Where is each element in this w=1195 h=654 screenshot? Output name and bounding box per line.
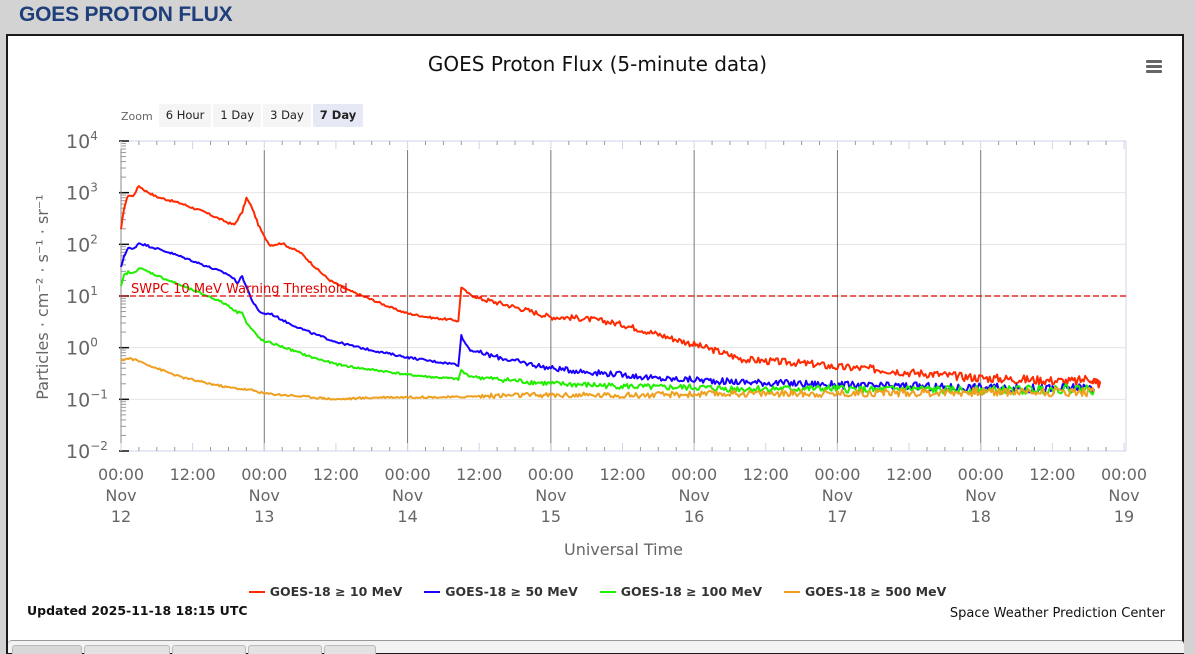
bottom-tab-strip [8, 640, 1184, 654]
x-tick-time-label: 00:00 [958, 465, 1004, 484]
legend-swatch-100mev [599, 590, 616, 593]
updated-timestamp: Updated 2025-11-18 18:15 UTC [27, 603, 248, 618]
y-tick-label: 101 [66, 284, 98, 308]
bottom-tab[interactable] [12, 645, 82, 654]
y-tick-label: 100 [66, 336, 98, 360]
bottom-tab[interactable] [248, 645, 322, 654]
x-tick-month-label: Nov [535, 486, 566, 505]
bottom-tab[interactable] [324, 645, 376, 654]
legend-label-50mev: GOES-18 ≥ 50 MeV [445, 584, 578, 599]
x-tick-month-label: Nov [105, 486, 136, 505]
x-tick-day-label: 13 [254, 507, 274, 526]
legend-item-500mev[interactable]: GOES-18 ≥ 500 MeV [784, 584, 946, 599]
x-tick-time-label: 12:00 [743, 465, 789, 484]
x-tick-time-label: 12:00 [599, 465, 645, 484]
credit-text: Space Weather Prediction Center [949, 606, 1165, 621]
x-tick-day-label: 15 [541, 507, 561, 526]
zoom-7-day-button[interactable]: 7 Day [312, 104, 364, 127]
series-line-goes-18-50-mev [120, 242, 1096, 394]
x-tick-time-label: 00:00 [385, 465, 431, 484]
x-tick-time-label: 12:00 [886, 465, 932, 484]
x-tick-time-label: 00:00 [1101, 465, 1147, 484]
zoom-bar: Zoom 6 Hour 1 Day 3 Day 7 Day [121, 104, 365, 127]
x-tick-month-label: Nov [1108, 486, 1139, 505]
zoom-6-hour-button[interactable]: 6 Hour [158, 104, 212, 127]
legend-label-100mev: GOES-18 ≥ 100 MeV [620, 584, 763, 599]
x-tick-month-label: Nov [249, 486, 280, 505]
x-tick-time-label: 12:00 [456, 465, 502, 484]
zoom-1-day-button[interactable]: 1 Day [213, 104, 262, 127]
x-tick-day-label: 16 [684, 507, 704, 526]
x-axis-title: Universal Time [564, 540, 683, 559]
y-axis-title: Particles · cm⁻² · s⁻¹ · sr⁻¹ [33, 194, 52, 399]
x-tick-time-label: 00:00 [814, 465, 860, 484]
legend-item-50mev[interactable]: GOES-18 ≥ 50 MeV [424, 584, 578, 599]
x-tick-day-label: 19 [1114, 507, 1134, 526]
x-tick-time-label: 12:00 [1029, 465, 1075, 484]
x-tick-time-label: 00:00 [98, 465, 144, 484]
legend-swatch-10mev [248, 590, 265, 593]
x-tick-month-label: Nov [392, 486, 423, 505]
y-tick-label: 10−1 [66, 387, 108, 411]
x-tick-day-label: 18 [971, 507, 991, 526]
x-tick-month-label: Nov [965, 486, 996, 505]
legend-item-100mev[interactable]: GOES-18 ≥ 100 MeV [599, 584, 763, 599]
y-tick-label: 10−2 [66, 439, 108, 463]
legend: GOES-18 ≥ 10 MeV GOES-18 ≥ 50 MeV GOES-1… [0, 584, 1195, 599]
x-tick-day-label: 17 [827, 507, 847, 526]
y-tick-label: 102 [66, 232, 98, 256]
y-tick-label: 103 [66, 181, 98, 205]
y-tick-label: 104 [66, 129, 98, 153]
series-layer [120, 185, 1102, 401]
zoom-3-day-button[interactable]: 3 Day [263, 104, 311, 127]
series-line-goes-18-10-mev [120, 185, 1102, 389]
legend-item-10mev[interactable]: GOES-18 ≥ 10 MeV [248, 584, 403, 599]
x-tick-time-label: 00:00 [241, 465, 287, 484]
chart-title: GOES Proton Flux (5-minute data) [427, 52, 768, 76]
page-title: GOES PROTON FLUX [19, 3, 233, 26]
legend-label-500mev: GOES-18 ≥ 500 MeV [805, 584, 947, 599]
threshold-label: SWPC 10 MeV Warning Threshold [131, 282, 348, 297]
legend-label-10mev: GOES-18 ≥ 10 MeV [269, 584, 403, 599]
x-tick-month-label: Nov [822, 486, 853, 505]
x-tick-day-label: 14 [397, 507, 417, 526]
threshold-layer: SWPC 10 MeV Warning Threshold [121, 282, 1126, 297]
legend-swatch-50mev [424, 590, 441, 593]
x-tick-month-label: Nov [679, 486, 710, 505]
x-tick-time-label: 00:00 [671, 465, 717, 484]
x-tick-time-label: 12:00 [313, 465, 359, 484]
x-tick-time-label: 12:00 [170, 465, 216, 484]
bottom-tab[interactable] [84, 645, 170, 654]
bottom-tab[interactable] [172, 645, 246, 654]
chart-panel [6, 34, 1184, 654]
label-layer: 104 103 102 101 100 10−1 10−2 Particles · cm⁻² … [33, 129, 1147, 559]
zoom-label: Zoom [121, 110, 153, 123]
hamburger-menu-icon[interactable] [1144, 58, 1164, 76]
legend-swatch-500mev [784, 590, 801, 593]
x-tick-day-label: 12 [111, 507, 131, 526]
series-line-goes-18-100-mev [120, 267, 1096, 396]
x-tick-time-label: 00:00 [528, 465, 574, 484]
series-line-goes-18-500-mev [120, 357, 1096, 401]
